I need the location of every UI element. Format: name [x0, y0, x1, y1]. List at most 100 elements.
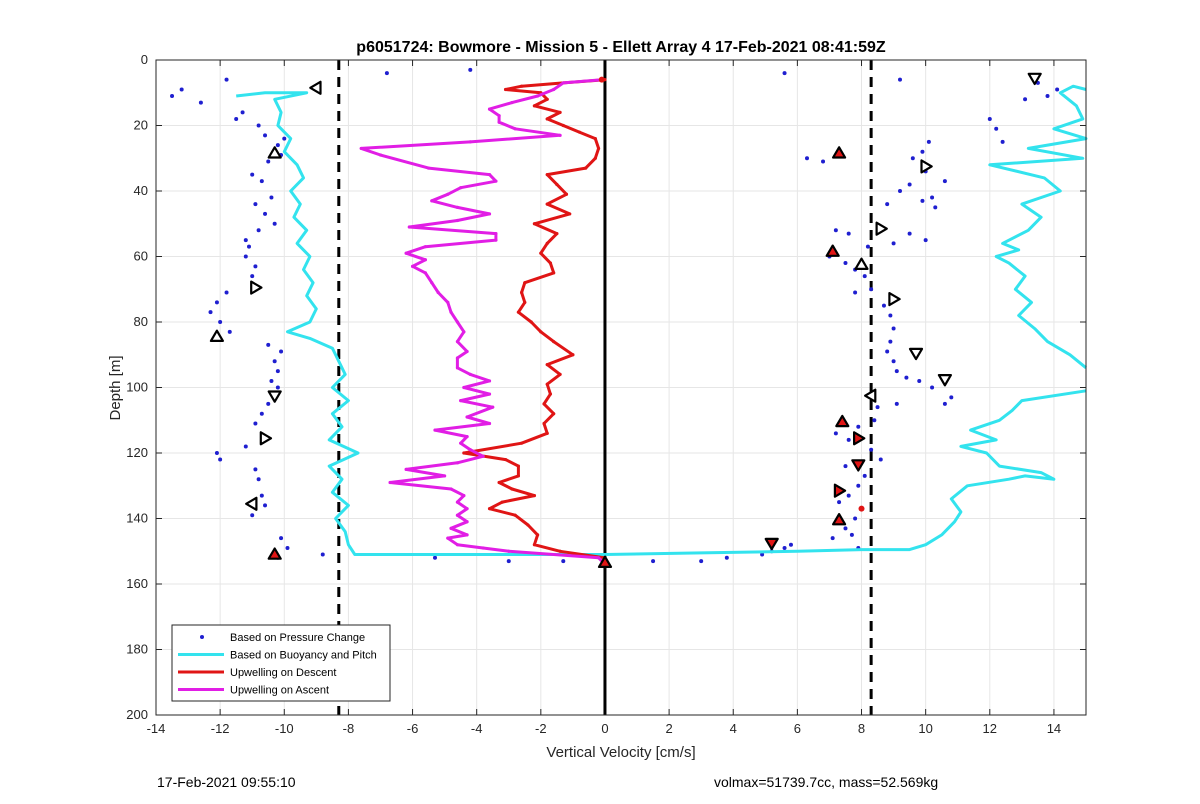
upwelling-ascent-point — [487, 107, 492, 111]
upwelling-descent-point — [571, 353, 575, 357]
y-tick-label: 160 — [126, 576, 148, 591]
upwelling-ascent-point — [449, 526, 453, 530]
pressure-change-point — [468, 67, 473, 72]
upwelling-ascent-point — [465, 507, 469, 511]
pressure-change-point — [853, 516, 858, 521]
upwelling-descent-point — [596, 146, 601, 151]
x-tick-label: 14 — [1047, 721, 1061, 736]
pressure-change-series — [170, 67, 1060, 564]
pressure-change-point — [837, 500, 842, 505]
pressure-change-point — [843, 261, 848, 266]
y-tick-label: 100 — [126, 380, 148, 395]
upwelling-ascent-point — [462, 493, 466, 498]
upwelling-ascent-point — [497, 120, 501, 124]
upwelling-ascent-point — [536, 94, 540, 98]
x-axis-title: Vertical Velocity [cm/s] — [546, 744, 695, 761]
triangle-marker — [825, 244, 840, 257]
pressure-change-point — [1000, 139, 1005, 144]
upwelling-descent-point — [548, 392, 553, 396]
pressure-change-point — [821, 159, 826, 164]
upwelling-descent-point — [561, 123, 565, 128]
upwelling-descent-point — [519, 441, 524, 445]
upwelling-descent-point — [516, 474, 520, 478]
x-tick-label: -4 — [471, 721, 483, 736]
upwelling-ascent-point — [446, 192, 450, 196]
upwelling-descent-point — [532, 493, 537, 498]
upwelling-ascent-point — [507, 549, 511, 553]
upwelling-descent-point — [519, 290, 524, 295]
pressure-change-point — [917, 378, 922, 383]
upwelling-ascent-point — [446, 536, 450, 540]
pressure-change-point — [433, 555, 437, 560]
upwelling-ascent-point — [407, 225, 411, 229]
upwelling-ascent-point — [455, 500, 460, 504]
pressure-change-point — [256, 228, 261, 233]
upwelling-ascent-point — [455, 205, 460, 209]
pressure-change-point — [942, 401, 947, 406]
pressure-change-point — [269, 195, 274, 200]
legend: Based on Pressure Change Based on Buoyanc… — [171, 624, 391, 702]
upwelling-ascent-point — [513, 127, 517, 131]
upwelling-ascent-point — [430, 281, 434, 285]
pressure-change-point — [942, 179, 947, 184]
upwelling-descent-point — [539, 251, 543, 255]
pressure-change-point — [930, 195, 935, 200]
upwelling-descent-point — [545, 382, 549, 386]
upwelling-descent-point — [542, 421, 546, 426]
pressure-change-point — [888, 313, 893, 318]
upwelling-descent-point — [545, 97, 549, 101]
pressure-change-point — [218, 320, 223, 324]
pressure-change-point — [234, 116, 239, 121]
upwelling-descent-point — [552, 271, 556, 275]
pressure-change-point — [869, 447, 874, 452]
pressure-change-point — [862, 274, 867, 279]
upwelling-ascent-point — [455, 340, 460, 344]
pressure-change-point — [259, 411, 264, 416]
upwelling-ascent-point — [455, 356, 460, 360]
upwelling-descent-point — [542, 402, 546, 406]
upwelling-descent-point — [516, 464, 520, 468]
pressure-change-point — [279, 536, 284, 541]
upwelling-ascent-point — [497, 114, 501, 118]
pressure-change-point — [843, 464, 848, 469]
upwelling-descent-point — [593, 137, 597, 141]
pressure-change-point — [782, 545, 787, 550]
upwelling-descent-point — [545, 241, 549, 245]
pressure-change-point — [275, 143, 280, 148]
pressure-change-point — [923, 238, 928, 243]
buoyancy-pitch-line — [988, 84, 1088, 369]
x-tick-label: 2 — [665, 721, 672, 736]
x-tick-label: -12 — [211, 721, 230, 736]
pressure-change-point — [891, 241, 896, 246]
upwelling-descent-point — [497, 480, 501, 485]
upwelling-descent-point — [564, 192, 569, 196]
upwelling-ascent-point — [404, 251, 408, 255]
pressure-change-point — [227, 329, 232, 334]
x-tick-label: -8 — [343, 721, 355, 736]
y-tick-label: 40 — [134, 183, 148, 198]
pressure-change-point — [930, 385, 935, 390]
triangle-marker — [888, 292, 901, 307]
upwelling-ascent-point — [455, 366, 460, 370]
upwelling-descent-point — [532, 543, 537, 547]
pressure-change-point — [760, 552, 765, 557]
upwelling-descent-point — [548, 261, 553, 265]
upwelling-descent-point — [503, 87, 508, 92]
pressure-change-point — [920, 198, 925, 203]
pressure-change-point — [285, 545, 290, 550]
pressure-change-point — [243, 444, 248, 449]
pressure-change-point — [208, 310, 213, 315]
upwelling-ascent-point — [465, 520, 469, 524]
upwelling-descent-point — [462, 451, 466, 455]
pressure-change-point — [846, 437, 851, 442]
pressure-change-point — [846, 231, 851, 236]
pressure-change-point — [904, 375, 909, 380]
pressure-change-point — [881, 303, 886, 308]
upwelling-ascent-point — [487, 379, 492, 383]
upwelling-ascent-point — [423, 271, 427, 275]
y-tick-label: 20 — [134, 118, 148, 133]
y-tick-labels: 0 20 40 60 80 100 120 140 160 180 200 — [126, 52, 148, 722]
upwelling-descent-point — [536, 533, 540, 537]
upwelling-descent-point — [503, 457, 508, 462]
triangle-marker — [764, 537, 779, 551]
